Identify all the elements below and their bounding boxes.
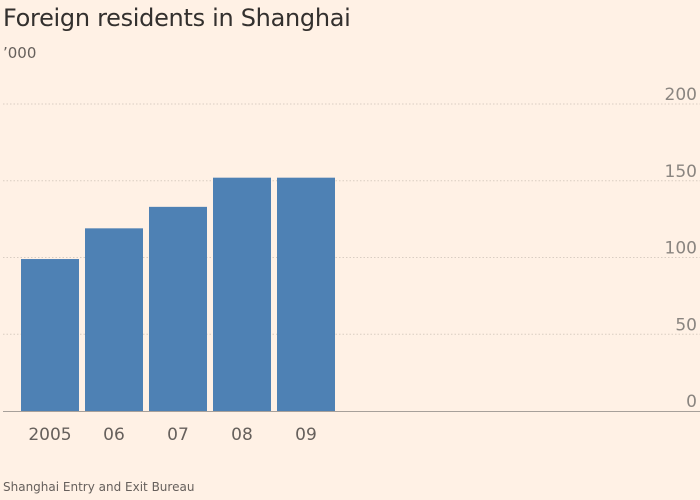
chart-title: Foreign residents in Shanghai: [3, 4, 351, 32]
y-tick-label: 100: [665, 239, 697, 259]
y-tick-label: 200: [665, 85, 697, 105]
x-tick-label: 2005: [28, 425, 71, 445]
y-axis-unit: ’000: [3, 44, 37, 62]
bar: [213, 177, 271, 411]
y-tick-label: 150: [665, 162, 697, 182]
y-tick-label: 50: [675, 315, 697, 335]
bar: [277, 177, 335, 411]
x-tick-label: 07: [167, 425, 189, 445]
bar: [85, 228, 143, 411]
bar: [149, 206, 207, 411]
x-tick-label: 09: [295, 425, 317, 445]
source-note: Shanghai Entry and Exit Bureau: [3, 480, 195, 494]
x-tick-label: 08: [231, 425, 253, 445]
x-tick-label: 06: [103, 425, 125, 445]
y-tick-label: 0: [686, 392, 697, 412]
bar: [21, 259, 79, 411]
